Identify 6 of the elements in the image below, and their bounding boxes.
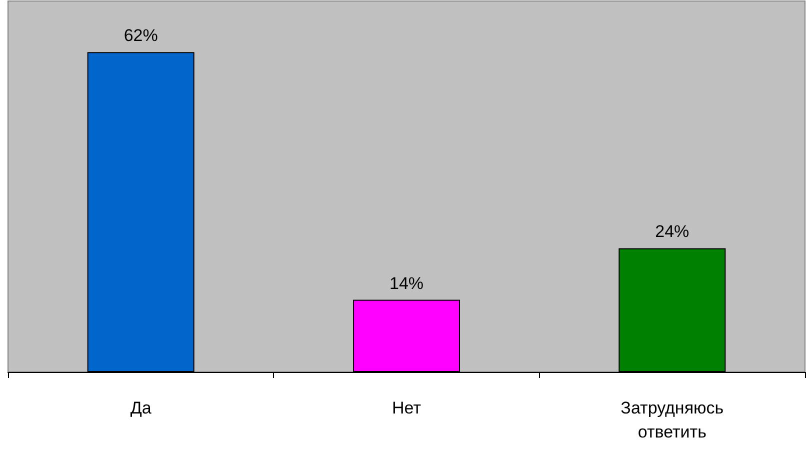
data-label: 62% bbox=[124, 26, 158, 46]
x-tick-label: Да bbox=[130, 398, 152, 418]
x-tick-label: Затрудняюсь ответить bbox=[620, 398, 724, 442]
x-tick-label: Нет bbox=[392, 398, 422, 418]
data-label: 24% bbox=[655, 222, 690, 242]
data-label: 14% bbox=[389, 274, 424, 293]
